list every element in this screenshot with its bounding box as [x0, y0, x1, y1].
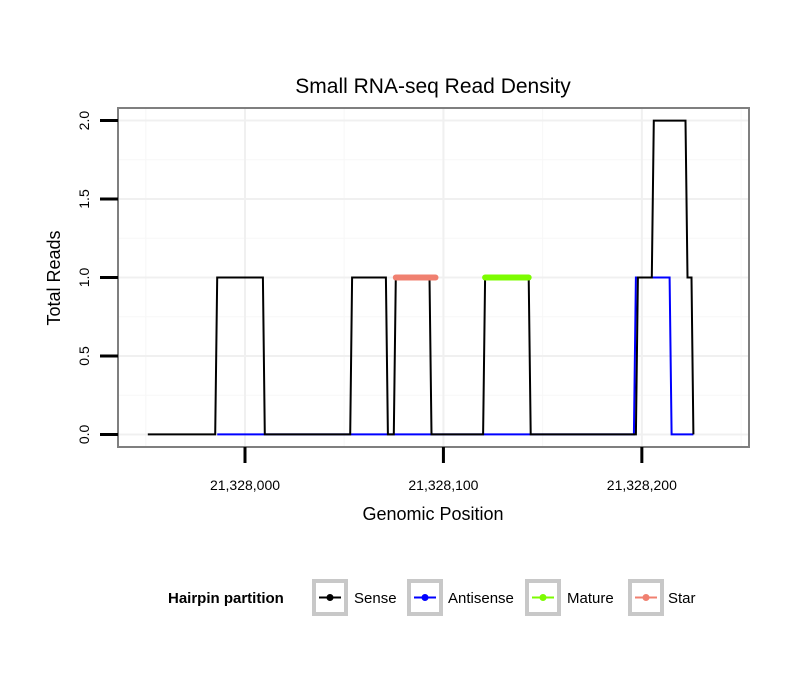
legend-label-antisense: Antisense — [448, 590, 514, 607]
y-tick-label: 0.5 — [76, 346, 92, 366]
legend-key-point — [326, 594, 334, 601]
series-lines — [147, 119, 695, 436]
y-tick-label: 0.0 — [76, 424, 92, 444]
series-line-sense — [147, 119, 695, 436]
chart-title: Small RNA-seq Read Density — [295, 75, 571, 98]
y-axis: 0.0 0.5 1.0 1.5 2.0 — [76, 111, 118, 444]
y-tick-label: 2.0 — [76, 111, 92, 131]
y-axis-title: Total Reads — [44, 230, 64, 325]
y-tick-label: 1.5 — [76, 189, 92, 209]
legend-label-star: Star — [668, 590, 696, 607]
x-tick-label: 21,328,100 — [408, 477, 478, 493]
legend-title: Hairpin partition — [168, 590, 284, 607]
legend-label-sense: Sense — [354, 590, 397, 607]
y-tick-label: 1.0 — [76, 268, 92, 288]
x-tick-label: 21,328,200 — [607, 477, 677, 493]
legend-key-point — [539, 594, 547, 601]
legend-label-mature: Mature — [567, 590, 614, 607]
x-tick-label: 21,328,000 — [210, 477, 280, 493]
legend: Hairpin partition Sense Antisense Mature St… — [168, 579, 696, 616]
x-axis: 21,328,000 21,328,100 21,328,200 — [210, 447, 677, 493]
legend-key-point — [642, 594, 650, 601]
x-axis-title: Genomic Position — [362, 504, 503, 524]
legend-key-point — [421, 594, 429, 601]
